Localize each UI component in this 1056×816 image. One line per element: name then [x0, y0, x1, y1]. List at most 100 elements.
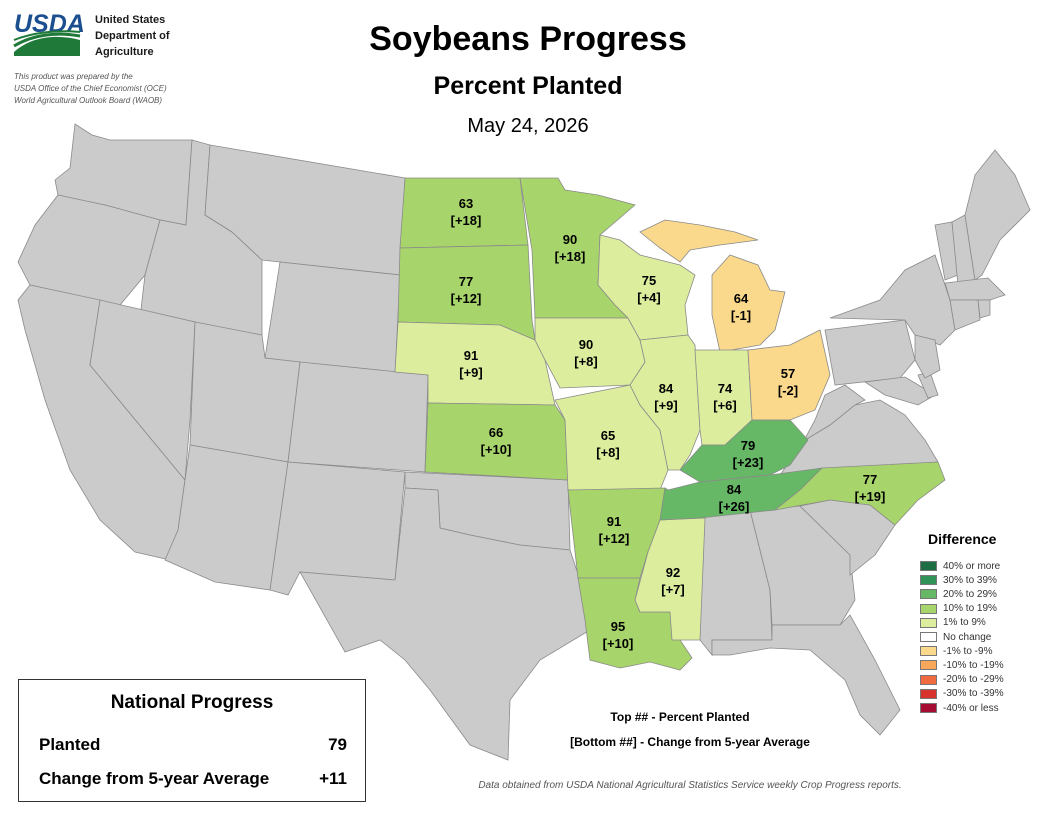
state-IA	[534, 317, 646, 389]
state-WI	[597, 234, 696, 341]
map-date: May 24, 2026	[467, 115, 589, 137]
state-percent-MS: 92	[666, 565, 680, 580]
state-percent-OH: 57	[781, 366, 795, 381]
legend-swatch	[920, 646, 937, 657]
national-progress-title: National Progress	[110, 692, 274, 713]
state-change-KY: [+23]	[733, 455, 764, 470]
state-change-TN: [+26]	[719, 499, 750, 514]
legend-label: -30% to -39%	[943, 688, 1004, 700]
state-percent-KY: 79	[741, 438, 755, 453]
legend-item: -40% or less	[920, 701, 999, 715]
legend-item: 10% to 19%	[920, 602, 997, 616]
state-MA	[944, 277, 1006, 301]
state-change-MI: [-1]	[731, 308, 751, 323]
map-subtitle: Percent Planted	[433, 72, 623, 100]
state-change-NE: [+9]	[459, 365, 482, 380]
state-MD	[863, 376, 936, 406]
note-top: Top ## - Percent Planted	[610, 710, 750, 724]
state-change-KS: [+10]	[481, 442, 512, 457]
legend-label: 30% to 39%	[943, 574, 997, 586]
legend-label: -10% to -19%	[943, 659, 1004, 671]
agency-name: United States Department of Agriculture	[95, 12, 170, 60]
source-note: Data obtained from USDA National Agricul…	[478, 780, 902, 791]
prepared-by-note: This product was prepared by the USDA Of…	[14, 71, 214, 107]
prepared-line-3: World Agricultural Outlook Board (WAOB)	[14, 96, 163, 105]
legend-swatch	[920, 674, 937, 685]
state-CT	[949, 299, 981, 331]
legend-swatch	[920, 632, 937, 642]
agency-line-3: Agriculture	[95, 46, 154, 58]
national-planted-value: 79	[328, 735, 347, 754]
legend-title: Difference	[928, 531, 997, 547]
legend-swatch	[920, 589, 937, 600]
national-planted-label: Planted	[39, 735, 101, 754]
state-NJ	[914, 334, 941, 379]
legend-label: -40% or less	[943, 702, 999, 714]
state-change-AR: [+12]	[599, 531, 630, 546]
legend-label: 10% to 19%	[943, 603, 997, 615]
legend-item: 40% or more	[920, 559, 1000, 573]
national-progress-box: National Progress Planted 79 Change from…	[18, 679, 366, 802]
legend-label: 1% to 9%	[943, 617, 986, 629]
state-percent-TN: 84	[727, 482, 742, 497]
legend-label: -1% to -9%	[943, 645, 993, 657]
legend-swatch	[920, 575, 937, 586]
state-percent-IL: 84	[659, 381, 674, 396]
legend-swatch	[920, 688, 937, 699]
legend-swatch	[920, 617, 937, 628]
state-change-OH: [-2]	[778, 383, 798, 398]
state-percent-LA: 95	[611, 619, 625, 634]
legend-swatch	[920, 561, 937, 571]
state-TX	[299, 487, 591, 761]
legend-item: 1% to 9%	[920, 616, 986, 630]
state-PA	[824, 319, 916, 386]
state-NC	[774, 461, 946, 526]
prepared-line-1: This product was prepared by the	[14, 72, 133, 81]
state-change-MS: [+7]	[661, 582, 684, 597]
state-percent-WI: 75	[642, 273, 656, 288]
legend-item: No change	[920, 630, 991, 644]
map-title: Soybeans Progress	[369, 20, 687, 58]
state-percent-MN: 90	[563, 232, 577, 247]
agency-line-1: United States	[95, 14, 166, 26]
state-percent-AR: 91	[607, 514, 621, 529]
state-WY	[264, 261, 401, 376]
state-percent-KS: 66	[489, 425, 503, 440]
state-percent-MI: 64	[734, 291, 749, 306]
state-MI	[639, 219, 786, 353]
legend-item: -20% to -29%	[920, 673, 1004, 687]
state-FL	[711, 614, 901, 736]
legend-swatch	[920, 603, 937, 614]
state-ME	[964, 149, 1031, 281]
state-change-IL: [+9]	[654, 398, 677, 413]
agency-line-2: Department of	[95, 30, 170, 42]
state-change-MN: [+18]	[555, 249, 586, 264]
legend-label: 40% or more	[943, 560, 1001, 572]
state-percent-IN: 74	[718, 381, 733, 396]
state-RI	[977, 299, 991, 319]
legend-item: -1% to -9%	[920, 644, 992, 658]
state-change-SD: [+12]	[451, 291, 482, 306]
state-change-LA: [+10]	[603, 636, 634, 651]
usda-logo: USDA	[13, 10, 84, 56]
prepared-line-2: USDA Office of the Chief Economist (OCE)	[14, 84, 167, 93]
state-WV	[799, 384, 866, 449]
state-percent-NC: 77	[863, 472, 877, 487]
state-percent-SD: 77	[459, 274, 473, 289]
state-change-ND: [+18]	[451, 213, 482, 228]
national-change-row: Change from 5-year Average +11	[39, 769, 347, 789]
state-change-MO: [+8]	[596, 445, 619, 460]
state-percent-IA: 90	[579, 337, 593, 352]
legend-label: 20% to 29%	[943, 588, 997, 600]
state-NV	[89, 299, 196, 482]
legend-swatch	[920, 660, 937, 671]
state-change-WI: [+4]	[637, 290, 660, 305]
state-change-NC: [+19]	[855, 489, 886, 504]
state-IL	[629, 334, 701, 471]
state-change-IN: [+6]	[713, 398, 736, 413]
state-change-IA: [+8]	[574, 354, 597, 369]
national-planted-row: Planted 79	[39, 735, 347, 755]
legend-item: -10% to -19%	[920, 658, 1004, 672]
legend-swatch	[920, 703, 937, 713]
